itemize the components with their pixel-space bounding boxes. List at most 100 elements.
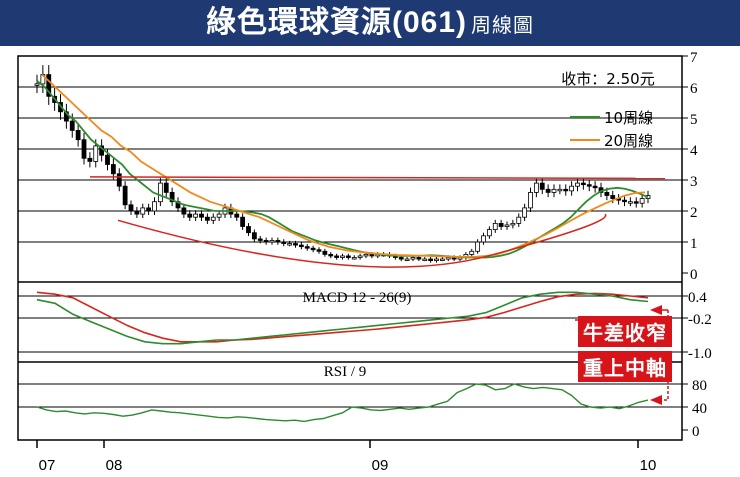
candle-body (627, 201, 633, 204)
candle-body (528, 191, 533, 209)
candle-body (87, 157, 93, 162)
candle-body (351, 257, 357, 260)
legend: 10周線 20周線 (570, 109, 653, 150)
candle-body (234, 213, 240, 218)
candle-body (322, 250, 328, 255)
rsi-tick-label: 0 (692, 424, 700, 440)
price-tick-label: 4 (690, 143, 698, 159)
candle-body (639, 198, 645, 204)
candle-body (539, 182, 545, 190)
price-tick-label: 0 (690, 267, 698, 283)
candle-body (146, 207, 152, 212)
price-tick-label: 2 (690, 205, 698, 221)
candle-body (251, 232, 257, 240)
candle-body (404, 258, 410, 261)
rsi-line (36, 383, 649, 423)
candle-body (504, 224, 510, 227)
candle-body (363, 253, 369, 257)
panel-border (17, 55, 683, 441)
candle-body (422, 258, 428, 261)
candle-body (269, 240, 275, 243)
candle-body (110, 164, 116, 175)
price-tick-label: 1 (690, 236, 698, 252)
candle-body (428, 258, 434, 261)
candle-body (287, 243, 293, 246)
candle-body (240, 216, 246, 227)
rsi-tick-label: 40 (692, 401, 707, 417)
callout-bull-gap: 牛差收窄 (578, 316, 672, 347)
candle-body (622, 199, 627, 203)
candle-body (105, 154, 110, 165)
macd-title: MACD 12 - 26(9) (303, 290, 412, 306)
candle-body (204, 216, 210, 221)
candle-body (293, 243, 298, 246)
candle-body (563, 188, 569, 192)
macd-panel: 0.4 -0.2 -1.0 (18, 290, 712, 362)
x-tick-label: 10 (640, 457, 657, 474)
title-bar (0, 0, 740, 46)
x-tick-label: 09 (372, 457, 389, 474)
candle-body (340, 255, 345, 258)
candle-body (510, 222, 516, 226)
candle-body (439, 258, 445, 261)
candle-body (604, 191, 610, 196)
callout-bracket-bottom (662, 376, 669, 401)
callout-back-midline: 重上中軸 (578, 351, 672, 382)
candle-body (216, 213, 222, 218)
candle-body (134, 210, 140, 215)
candle-body (181, 207, 187, 215)
candle-body (316, 249, 322, 252)
candle-body (298, 244, 304, 248)
price-tick-label: 7 (690, 50, 698, 66)
candle-body (310, 247, 316, 251)
macd-signal-line (36, 291, 649, 343)
candle-body (445, 257, 451, 260)
candle-body (633, 201, 639, 204)
candle-body (210, 216, 216, 221)
candle-body (575, 182, 580, 187)
candle-body (34, 83, 40, 86)
candle-body (369, 253, 375, 257)
candle-body (498, 222, 504, 227)
legend-label: 10周線 (604, 109, 653, 127)
price-tick-label: 5 (690, 112, 698, 128)
candle-body (304, 246, 310, 249)
candle-body (169, 191, 175, 203)
chart-canvas: 0.4 -0.2 -1.0 80 40 0 0 1 2 3 4 5 6 7 07 08 09 10 收市：2.… (17, 50, 712, 474)
candle-body (586, 184, 592, 187)
title-main-text: 綠色環球資源(061) (205, 6, 468, 39)
candle-body (533, 182, 539, 193)
candle-body (592, 185, 598, 189)
macd-line (36, 291, 649, 345)
candle-body (275, 240, 281, 243)
candle-body (610, 195, 616, 199)
candle-body (116, 173, 122, 187)
price-tick-label: 3 (690, 174, 698, 190)
macd-tick-label: -1.0 (688, 346, 712, 362)
candle-body (475, 241, 481, 252)
candle-body (545, 188, 551, 193)
candle-body (516, 216, 522, 224)
candle-body (163, 182, 169, 193)
candle-body (486, 229, 492, 237)
price-grid (18, 55, 688, 274)
candle-body (281, 241, 287, 244)
candle-body (416, 257, 422, 260)
candle-body (257, 238, 263, 241)
candle-body (46, 74, 52, 97)
candle-body (187, 213, 193, 218)
candle-body (128, 204, 134, 212)
callout-arrowhead-top (650, 305, 662, 315)
candle-body (246, 226, 251, 234)
candle-body (199, 213, 204, 218)
x-tick-label: 07 (39, 457, 56, 474)
candle-body (410, 257, 416, 260)
candle-body (75, 129, 81, 141)
candle-body (398, 257, 404, 260)
ma10-line (36, 80, 649, 259)
x-tick-label: 08 (106, 457, 123, 474)
candle-body (334, 255, 340, 258)
candle-body (122, 185, 128, 206)
ma20-line (41, 73, 646, 258)
candle-body (81, 139, 87, 159)
